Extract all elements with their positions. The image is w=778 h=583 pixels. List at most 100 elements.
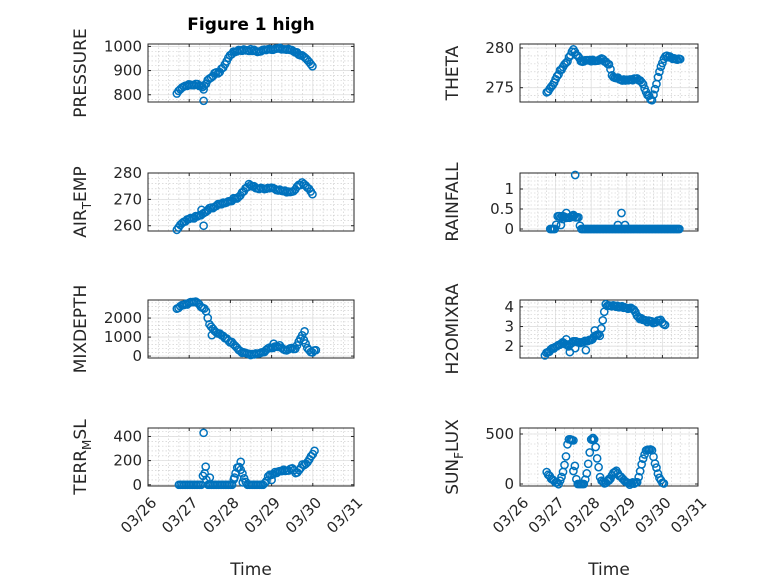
series-sun [542,433,669,490]
data-point [590,326,600,335]
y-tick-label: 0 [504,475,514,493]
data-point [620,220,630,230]
y-tick-label: 400 [113,427,142,445]
y-axis-label: PRESSURE [71,28,91,117]
y-tick-label: 1000 [104,328,142,346]
series-h2omixra [540,299,670,360]
panel-h2omixra: 23 4 H2OMIXRA [443,283,699,375]
data-point [583,459,593,469]
data-point [227,480,237,490]
data-point [638,79,648,89]
panel-air: 260 270 280 AIRTEMP [71,164,355,238]
data-point [301,339,310,348]
y-tick-label: 2 [504,337,514,355]
data-point [674,224,684,234]
data-point [604,474,614,484]
y-axis-label: TERRMSL [71,419,94,496]
y-tick-label: 800 [113,86,142,104]
data-point [199,221,208,231]
data-point [311,345,321,355]
data-point [556,339,566,348]
data-point [310,446,319,456]
y-tick-label: 275 [485,79,514,97]
series-mixdepth [172,297,321,360]
data-point [632,477,642,487]
y-tick-label: 3 [504,318,514,336]
panel-rainfall: 0 0.5 1 RAINFALL [443,162,699,242]
y-axis-label: MIXDEPTH [71,285,91,374]
data-point [308,189,317,199]
data-point [230,473,239,482]
data-point [637,460,646,469]
data-point [551,220,561,230]
data-point [558,214,568,224]
data-point [652,463,661,472]
series-rainfall [545,170,684,234]
y-tick-label: 260 [113,217,142,235]
y-tick-label: 2000 [104,309,142,327]
data-point [306,59,316,69]
data-point [655,67,664,77]
data-point [199,428,208,438]
chart-title: Figure 1 high [187,15,315,35]
data-point [561,334,571,344]
data-point [561,452,571,461]
data-point [647,95,657,105]
y-axis-label: THETA [443,45,463,101]
data-point [569,466,578,476]
data-point [628,477,638,487]
data-point [591,442,601,452]
data-point [199,96,208,106]
y-tick-label: 1000 [104,37,142,55]
axes-border [519,43,699,103]
data-point [659,479,669,488]
data-point [567,435,576,445]
data-point [634,472,644,482]
panel-pressure: 800 900 1000 PRESSURE [71,28,355,118]
series-theta [542,45,685,105]
data-point [300,327,309,336]
data-point [197,205,206,215]
data-point [570,461,580,471]
data-point [606,64,615,74]
y-tick-label: 280 [113,164,142,182]
data-point [585,448,595,457]
y-axis-label: RAINFALL [443,162,463,242]
x-axis-label: Time [587,560,630,580]
data-point [550,224,560,234]
data-point [649,90,658,100]
x-axis-label: Time [229,560,272,580]
y-tick-label: 900 [113,62,142,80]
y-tick-label: 4 [504,298,514,316]
data-point [308,61,317,71]
data-point [570,343,580,353]
data-point [560,460,569,470]
series-pressure [172,43,317,106]
data-point [650,84,660,94]
data-point [199,85,208,94]
y-axis-label: AIRTEMP [71,166,94,237]
data-point [581,345,591,355]
data-point [570,170,580,180]
data-point [201,462,211,472]
data-point [617,208,626,218]
y-axis-label: SUNFLUX [443,419,466,495]
data-point [588,433,598,443]
data-point [579,479,589,489]
series-terr [174,428,319,490]
data-point [260,478,270,488]
y-tick-label: 0 [132,476,142,494]
data-point [203,205,213,215]
y-tick-label: 0.5 [490,200,514,218]
axes-border [147,43,355,103]
data-point [556,220,566,230]
axes-border [147,172,355,232]
y-tick-label: 500 [485,425,514,443]
data-point [557,472,566,482]
data-point [604,59,614,69]
panel-theta: 275 280 THETA [443,39,699,105]
y-axis-label: H2OMIXRA [443,283,463,374]
y-tick-label: 0 [132,347,142,365]
data-point [592,454,602,463]
